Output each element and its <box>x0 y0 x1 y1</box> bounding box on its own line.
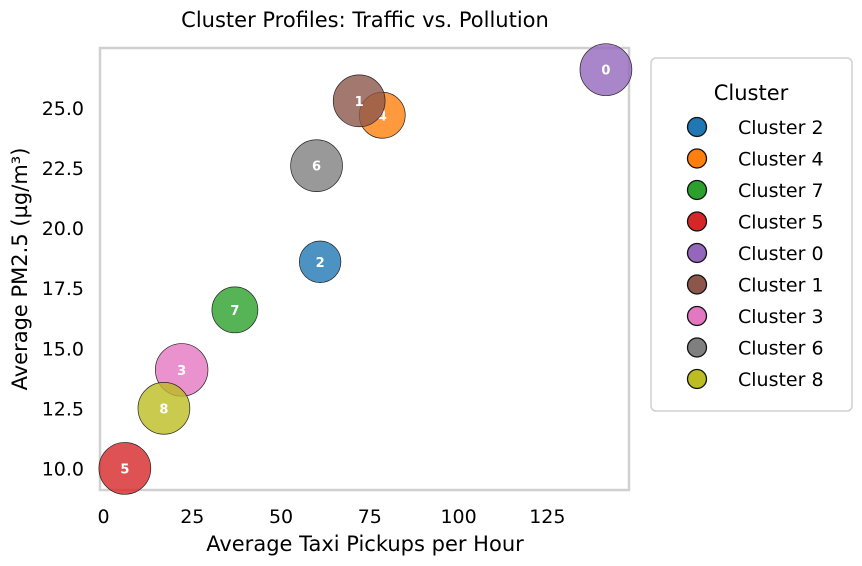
legend-marker <box>686 211 708 232</box>
cluster-8-bubble-label: 8 <box>159 402 168 417</box>
legend-entry-label: Cluster 3 <box>738 306 824 328</box>
x-axis-label: Average Taxi Pickups per Hour <box>206 532 524 556</box>
y-tick-label: 25.0 <box>42 98 84 120</box>
cluster-5-bubble <box>98 442 152 495</box>
legend-entry-label: Cluster 1 <box>738 275 824 297</box>
legend-marker <box>686 274 708 295</box>
legend-marker <box>686 305 708 327</box>
x-tick-label: 100 <box>440 506 476 528</box>
x-tick-label: 0 <box>98 506 110 528</box>
legend-entry-label: Cluster 6 <box>738 338 824 360</box>
legend-entry-label: Cluster 4 <box>738 149 824 171</box>
legend-entry-label: Cluster 2 <box>738 117 824 139</box>
y-axis-ticks: 10.0 12.5 15.0 17.5 20.0 22.5 25.0 <box>42 98 84 480</box>
cluster-0-bubble-label: 0 <box>601 64 610 79</box>
y-tick-label: 12.5 <box>42 398 84 420</box>
y-tick-label: 20.0 <box>42 218 84 240</box>
bubble-series: 2 4 7 5 0 1 3 6 8 <box>98 43 633 495</box>
y-axis-label: Average PM2.5 (µg/m³) <box>8 148 32 391</box>
legend-marker <box>686 179 708 201</box>
y-tick-label: 10.0 <box>42 458 84 480</box>
cluster-7-bubble <box>211 286 259 334</box>
legend-marker <box>686 148 708 169</box>
legend-marker <box>686 242 708 264</box>
cluster-3-bubble-label: 3 <box>177 364 186 379</box>
cluster-5-bubble-label: 5 <box>120 462 129 477</box>
cluster-6-bubble <box>290 139 343 192</box>
plot-area: 2 4 7 5 0 1 3 6 8 <box>98 43 633 495</box>
legend-entry-label: Cluster 0 <box>738 243 824 265</box>
legend-marker <box>686 368 708 390</box>
cluster-0-bubble <box>579 43 633 96</box>
cluster-4-bubble-label: 4 <box>378 109 387 124</box>
cluster-7-bubble-label: 7 <box>230 304 239 319</box>
legend-marker <box>686 116 708 138</box>
cluster-8-bubble <box>137 382 191 435</box>
cluster-2-bubble <box>298 240 342 283</box>
cluster-6-bubble-label: 6 <box>312 160 321 175</box>
cluster-1-bubble <box>332 74 386 128</box>
x-tick-label: 25 <box>180 506 204 528</box>
x-tick-label: 50 <box>269 506 293 528</box>
y-tick-label: 22.5 <box>42 158 84 180</box>
x-axis-ticks: 0 25 50 75 100 125 <box>98 506 566 528</box>
legend-entry-label: Cluster 8 <box>738 369 824 391</box>
cluster-2-bubble-label: 2 <box>316 256 325 271</box>
legend-title: Cluster <box>714 81 789 105</box>
y-tick-label: 15.0 <box>42 338 84 360</box>
legend-entry-label: Cluster 5 <box>738 212 824 234</box>
x-tick-label: 75 <box>358 506 382 528</box>
legend-items: Cluster 2 Cluster 4 Cluster 7 Cluster 5 Clus… <box>686 116 824 391</box>
y-tick-label: 17.5 <box>42 278 84 300</box>
x-tick-label: 125 <box>529 506 565 528</box>
chart-title: Cluster Profiles: Traffic vs. Pollution <box>181 8 549 32</box>
cluster-1-bubble-label: 1 <box>355 95 364 110</box>
legend-marker <box>686 337 708 358</box>
legend-entry-label: Cluster 7 <box>738 180 824 202</box>
